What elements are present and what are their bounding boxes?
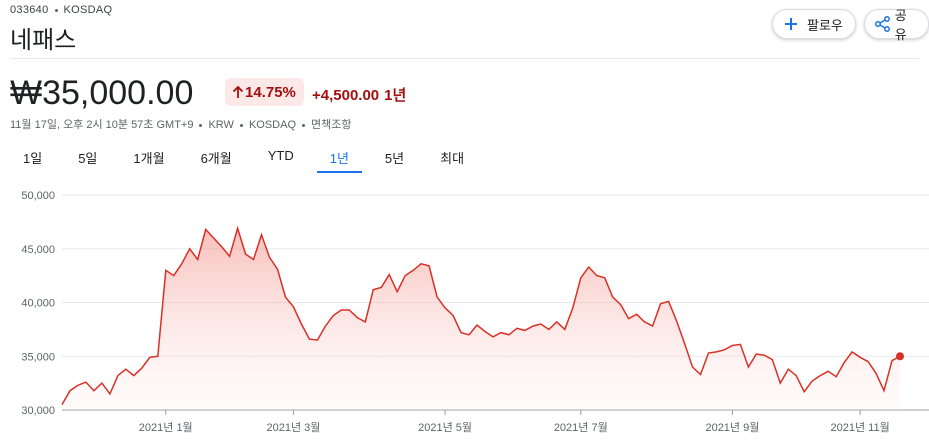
price: ₩35,000.00 (10, 74, 194, 112)
range-tab[interactable]: 6개월 (200, 151, 232, 166)
separator (302, 123, 306, 127)
change: +4,500.00 1년 (312, 84, 406, 105)
currency: KRW (208, 119, 234, 131)
stock-name: 네패스 (10, 27, 77, 54)
range-tab[interactable]: YTD (267, 148, 294, 163)
share-icon (875, 16, 890, 32)
divider (10, 58, 919, 59)
x-tick-label: 2021년 3월 (267, 421, 321, 434)
range-tab[interactable]: 1개월 (133, 151, 165, 166)
range-tab[interactable]: 1일 (23, 151, 43, 166)
range-tab[interactable]: 최대 (440, 151, 465, 166)
change-value: +4,500.00 (312, 87, 380, 104)
exchange: KOSDAQ (248, 119, 297, 131)
area-fill (62, 228, 900, 410)
separator (199, 123, 203, 127)
last-point (896, 352, 904, 361)
range-tab[interactable]: 5년 (384, 151, 405, 166)
x-tick-label: 2021년 9월 (705, 421, 759, 434)
separator (54, 8, 58, 12)
ticker: 033640 (10, 4, 49, 16)
follow-button[interactable]: 팔로우 (772, 9, 856, 39)
plus-icon (785, 18, 797, 30)
x-tick-label: 2021년 11월 (831, 421, 890, 434)
y-tick-label: 30,000 (21, 405, 55, 417)
up-arrow (232, 85, 244, 98)
quote-info: 11월 17일, 오후 2시 10분 57초 GMT+9 KRW KOSDAQ 면책조… (10, 116, 352, 132)
y-tick-label: 35,000 (21, 351, 55, 363)
y-tick-label: 50,000 (21, 190, 55, 202)
change-badge: 14.75% (225, 78, 304, 106)
follow-label: 팔로우 (807, 17, 843, 33)
x-tick-label: 2021년 5월 (418, 421, 472, 434)
chart: 30,000 35,000 40,000 45,000 50,000 2021년 1월 20… (21, 190, 929, 434)
range-tab[interactable]: 1년 (316, 148, 362, 173)
price-line (61, 225, 901, 405)
change-percent: 14.75% (245, 83, 296, 101)
separator (239, 123, 243, 127)
change-period: 1년 (384, 87, 407, 104)
range-tab[interactable]: 5일 (78, 151, 98, 166)
y-tick-label: 40,000 (21, 298, 55, 310)
x-tick-label: 2021년 1월 (139, 421, 193, 434)
y-tick-label: 45,000 (21, 244, 55, 256)
share-label: 공유 (894, 8, 907, 42)
exchange: KOSDAQ (63, 4, 113, 16)
timestamp: 11월 17일, 오후 2시 10분 57초 GMT+9 (10, 119, 194, 131)
range-tabs: 1일 5일 1개월 6개월 YTD 1년 5년 최대 (10, 148, 487, 173)
ticker-line: 033640 KOSDAQ (10, 4, 112, 16)
disclaimer[interactable]: 면책조항 (311, 119, 352, 131)
x-tick-label: 2021년 7월 (554, 421, 608, 434)
share-button[interactable]: 공유 (864, 8, 929, 42)
